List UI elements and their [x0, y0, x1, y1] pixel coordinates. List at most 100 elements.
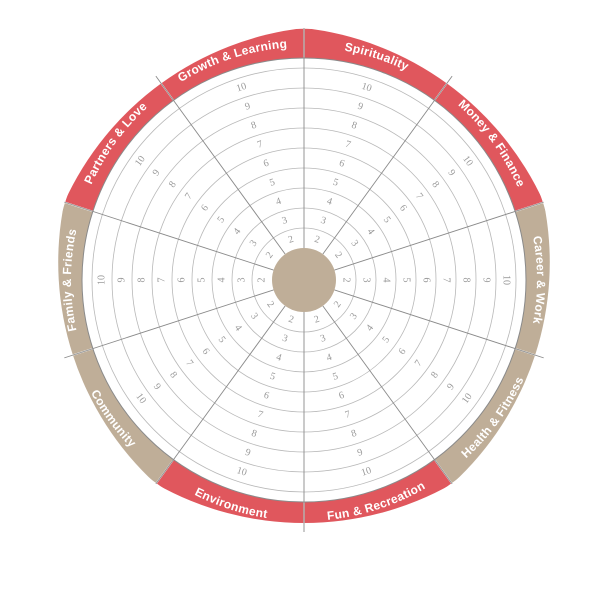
score-number: 6 — [262, 390, 270, 402]
score-number: 7 — [183, 358, 195, 369]
score-number: 10 — [235, 465, 248, 479]
score-number: 3 — [248, 311, 260, 322]
score-number: 9 — [445, 382, 457, 393]
category-label-career-work: Career & Work — [530, 235, 548, 325]
score-number: 7 — [441, 278, 452, 283]
score-number: 6 — [397, 203, 409, 214]
score-number: 8 — [429, 370, 441, 381]
score-number: 6 — [200, 346, 212, 357]
score-number: 6 — [262, 158, 270, 170]
score-grid — [64, 28, 544, 532]
score-number: 9 — [116, 278, 127, 283]
segment-divider — [64, 201, 274, 271]
score-number: 2 — [313, 234, 321, 246]
center-hub — [272, 248, 336, 312]
score-number: 4 — [275, 352, 283, 364]
section-label-social-life: SOCIAL LIFE — [255, 546, 352, 566]
score-number: 2 — [287, 314, 295, 326]
score-number: 8 — [250, 120, 258, 132]
score-number: 8 — [350, 120, 358, 132]
score-number: 3 — [281, 333, 289, 345]
score-number: 4 — [364, 323, 376, 334]
score-number: 10 — [360, 81, 373, 95]
segment-divider — [322, 75, 453, 255]
score-number: 6 — [338, 158, 346, 170]
score-number: 2 — [332, 250, 344, 261]
score-number: 10 — [501, 275, 512, 285]
score-number: 6 — [421, 278, 432, 283]
score-number: 5 — [268, 371, 276, 383]
score-number: 10 — [360, 465, 373, 479]
score-number: 4 — [325, 352, 333, 364]
score-number: 9 — [356, 101, 364, 113]
score-number: 5 — [268, 177, 276, 189]
score-number: 4 — [232, 323, 244, 334]
score-number: 3 — [348, 311, 360, 322]
score-number: 2 — [256, 278, 267, 283]
score-number: 7 — [344, 139, 352, 151]
score-number: 2 — [287, 234, 295, 246]
score-number: 4 — [232, 226, 244, 237]
score-number: 8 — [429, 179, 441, 190]
score-number: 3 — [348, 238, 360, 249]
score-number: 5 — [401, 278, 412, 283]
segment-divider — [155, 305, 286, 485]
score-number: 9 — [244, 101, 252, 113]
score-number: 5 — [215, 215, 227, 226]
score-number: 9 — [151, 168, 163, 179]
score-number: 4 — [365, 226, 377, 237]
score-number: 2 — [313, 314, 321, 326]
score-number: 9 — [244, 447, 252, 459]
score-number: 8 — [136, 278, 147, 283]
score-number: 7 — [256, 139, 264, 151]
score-number: 3 — [361, 278, 372, 283]
score-number: 3 — [319, 215, 327, 227]
score-number: 8 — [350, 428, 358, 440]
score-number: 6 — [397, 346, 409, 357]
score-number: 7 — [183, 191, 195, 202]
segment-divider — [322, 305, 453, 485]
score-number: 6 — [199, 203, 211, 214]
score-number: 4 — [381, 278, 392, 283]
score-number: 5 — [381, 215, 393, 226]
score-number: 5 — [331, 371, 339, 383]
segment-divider — [64, 289, 274, 359]
score-number: 5 — [196, 278, 207, 283]
segment-divider — [155, 75, 286, 255]
score-number: 4 — [325, 196, 333, 208]
score-number: 8 — [250, 428, 258, 440]
score-number: 9 — [151, 382, 163, 393]
score-number: 8 — [461, 278, 472, 283]
score-number: 5 — [332, 177, 340, 189]
score-number: 7 — [256, 409, 264, 421]
score-number: 2 — [264, 250, 276, 261]
section-label-creative-life: CREATIVE LIFE — [538, 309, 588, 422]
score-number: 6 — [338, 390, 346, 402]
score-number: 4 — [275, 196, 283, 208]
score-number: 3 — [248, 238, 260, 249]
score-number: 2 — [332, 299, 344, 310]
segment-divider — [334, 289, 544, 359]
score-number: 9 — [356, 447, 364, 459]
score-number: 5 — [380, 335, 392, 346]
score-number: 7 — [413, 358, 425, 369]
score-number: 3 — [319, 333, 327, 345]
score-number: 3 — [236, 278, 247, 283]
score-number: 10 — [96, 275, 107, 285]
score-number: 7 — [344, 409, 352, 421]
score-number: 9 — [445, 168, 457, 179]
score-number: 10 — [235, 81, 248, 95]
score-number: 2 — [264, 299, 276, 310]
score-number: 5 — [216, 335, 228, 346]
score-number: 7 — [413, 191, 425, 202]
score-number: 7 — [156, 278, 167, 283]
score-number: 8 — [167, 179, 179, 190]
score-number: 2 — [341, 278, 352, 283]
section-label-love-life: LOVE LIFE — [22, 326, 62, 406]
score-number: 8 — [167, 370, 179, 381]
segment-divider — [334, 201, 544, 271]
score-number: 4 — [216, 278, 227, 283]
score-number: 3 — [281, 215, 289, 227]
